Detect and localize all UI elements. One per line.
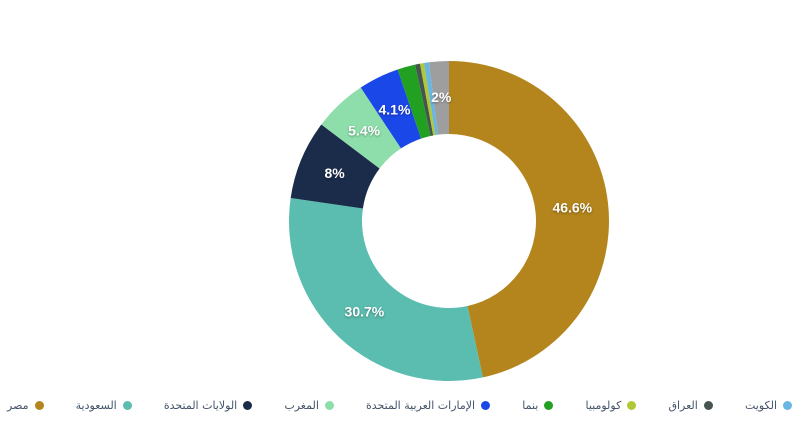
- legend-label-kuwait: الكويت: [744, 398, 777, 412]
- legend-label-saudi-arabia: السعودية: [75, 398, 117, 412]
- donut-chart-area: 46.6% 30.7% 8% 5.4% 4.1% 2%: [289, 61, 610, 382]
- legend-label-iraq: العراق: [668, 398, 698, 412]
- legend-item-egypt[interactable]: مصر: [7, 400, 44, 411]
- pie-slice-iraq[interactable]: [415, 63, 434, 136]
- legend-label-morocco: المغرب: [284, 398, 319, 412]
- legend-swatch-morocco: [324, 400, 334, 410]
- pie-slice-kuwait[interactable]: [423, 62, 439, 136]
- pie-slice-morocco[interactable]: [321, 87, 402, 169]
- pie-slice-united-states[interactable]: [290, 124, 380, 209]
- legend-item-kuwait[interactable]: الكويت: [745, 400, 792, 411]
- pie-slice-panama[interactable]: [397, 64, 431, 139]
- legend-label-colombia: كولومبيا: [585, 398, 622, 412]
- legend-item-panama[interactable]: بنما: [522, 398, 554, 412]
- legend-swatch-egypt: [34, 400, 44, 410]
- legend-swatch-saudi-arabia: [122, 400, 132, 410]
- legend-swatch-iraq: [703, 400, 713, 410]
- slice-label-other-gray: 2%: [431, 89, 452, 105]
- slice-label-saudi-arabia: 30.7%: [345, 304, 385, 320]
- pie-slice-colombia[interactable]: [420, 62, 436, 136]
- legend-swatch-united-states: [243, 400, 253, 410]
- legend-swatch-kuwait: [783, 400, 792, 410]
- legend-item-colombia[interactable]: كولومبيا: [585, 398, 637, 412]
- legend-label-egypt: مصر: [7, 398, 29, 412]
- legend-label-united-states: الولايات المتحدة: [163, 398, 238, 412]
- chart-legend: مصر السعودية الولايات المتحدة المغرب الإمارا…: [0, 392, 802, 418]
- legend-swatch-panama: [544, 400, 554, 410]
- legend-item-iraq[interactable]: العراق: [668, 398, 713, 412]
- legend-swatch-colombia: [627, 400, 637, 410]
- pie-slice-other-gray[interactable]: [428, 61, 449, 135]
- slice-label-egypt: 46.6%: [552, 200, 592, 216]
- legend-item-united-states[interactable]: الولايات المتحدة: [163, 398, 253, 412]
- slice-label-united-states: 8%: [324, 165, 345, 181]
- pie-slice-saudi-arabia[interactable]: [289, 197, 483, 382]
- legend-item-uae[interactable]: الإمارات العربية المتحدة: [366, 398, 491, 412]
- donut-chart: 46.6% 30.7% 8% 5.4% 4.1% 2%: [289, 61, 610, 382]
- legend-label-uae: الإمارات العربية المتحدة: [366, 398, 476, 412]
- pie-slice-uae[interactable]: [360, 69, 422, 149]
- legend-item-morocco[interactable]: المغرب: [284, 400, 334, 411]
- slice-label-morocco: 5.4%: [348, 123, 380, 139]
- pie-slice-egypt[interactable]: [449, 61, 610, 378]
- legend-item-saudi-arabia[interactable]: السعودية: [76, 400, 132, 411]
- legend-label-panama: بنما: [522, 398, 539, 412]
- slice-label-uae: 4.1%: [378, 102, 410, 118]
- legend-swatch-uae: [481, 400, 491, 410]
